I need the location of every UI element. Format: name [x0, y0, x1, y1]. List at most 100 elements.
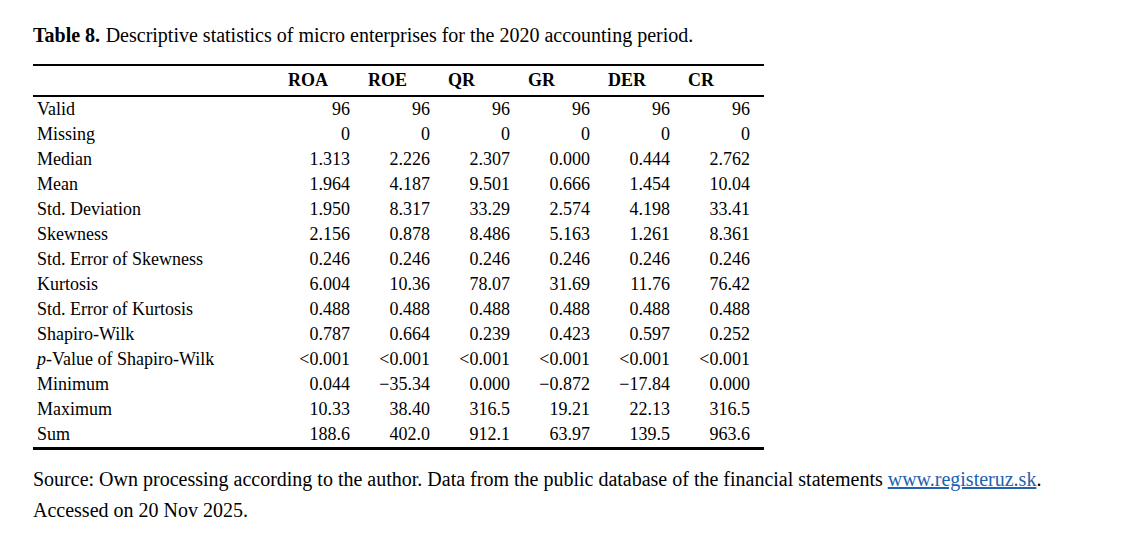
cell-value: −35.34: [364, 372, 444, 397]
cell-value: 10.36: [364, 272, 444, 297]
cell-value: −0.872: [524, 372, 604, 397]
cell-value: 0.664: [364, 322, 444, 347]
table-caption-text: Descriptive statistics of micro enterpri…: [106, 24, 694, 46]
table-row: Median1.3132.2262.3070.0000.4442.762: [33, 147, 764, 172]
row-label: p-Value of Shapiro-Wilk: [33, 347, 284, 372]
cell-value: 4.198: [604, 197, 684, 222]
cell-value: 96: [684, 96, 764, 122]
cell-value: 96: [524, 96, 604, 122]
cell-value: 1.454: [604, 172, 684, 197]
cell-value: 0: [604, 122, 684, 147]
column-header-roe: ROE: [364, 65, 444, 96]
cell-value: −17.84: [604, 372, 684, 397]
cell-value: 0.488: [364, 297, 444, 322]
table-row: Shapiro-Wilk0.7870.6640.2390.4230.5970.2…: [33, 322, 764, 347]
cell-value: 0.000: [444, 372, 524, 397]
cell-value: 33.29: [444, 197, 524, 222]
cell-value: 0.246: [444, 247, 524, 272]
cell-value: 0: [444, 122, 524, 147]
cell-value: 31.69: [524, 272, 604, 297]
cell-value: 19.21: [524, 397, 604, 422]
cell-value: 0.246: [364, 247, 444, 272]
cell-value: 2.307: [444, 147, 524, 172]
cell-value: 33.41: [684, 197, 764, 222]
cell-value: 11.76: [604, 272, 684, 297]
table-body: Valid969696969696Missing000000Median1.31…: [33, 96, 764, 449]
row-label: Sum: [33, 422, 284, 449]
cell-value: 1.950: [284, 197, 364, 222]
cell-value: <0.001: [684, 347, 764, 372]
row-label: Std. Deviation: [33, 197, 284, 222]
table-row: Maximum10.3338.40316.519.2122.13316.5: [33, 397, 764, 422]
descriptive-statistics-table: ROAROEQRGRDERCR Valid969696969696Missing…: [33, 64, 764, 450]
cell-value: 10.04: [684, 172, 764, 197]
cell-value: 0: [284, 122, 364, 147]
row-label: Std. Error of Kurtosis: [33, 297, 284, 322]
table-caption: Table 8.Descriptive statistics of micro …: [33, 22, 1097, 48]
cell-value: 0.666: [524, 172, 604, 197]
cell-value: 63.97: [524, 422, 604, 449]
cell-value: 139.5: [604, 422, 684, 449]
cell-value: 8.486: [444, 222, 524, 247]
cell-value: 1.261: [604, 222, 684, 247]
cell-value: 0.488: [684, 297, 764, 322]
cell-value: 78.07: [444, 272, 524, 297]
table-row: Missing000000: [33, 122, 764, 147]
column-header-der: DER: [604, 65, 684, 96]
cell-value: 38.40: [364, 397, 444, 422]
cell-value: 5.163: [524, 222, 604, 247]
row-label: Std. Error of Skewness: [33, 247, 284, 272]
cell-value: 96: [284, 96, 364, 122]
cell-value: 1.964: [284, 172, 364, 197]
row-label: Median: [33, 147, 284, 172]
table-header: ROAROEQRGRDERCR: [33, 65, 764, 96]
cell-value: 0.246: [524, 247, 604, 272]
cell-value: 188.6: [284, 422, 364, 449]
table-header-row: ROAROEQRGRDERCR: [33, 65, 764, 96]
row-label: Maximum: [33, 397, 284, 422]
table-row: p-Value of Shapiro-Wilk<0.001<0.001<0.00…: [33, 347, 764, 372]
cell-value: 0.044: [284, 372, 364, 397]
row-label: Missing: [33, 122, 284, 147]
cell-value: <0.001: [284, 347, 364, 372]
table-row: Std. Deviation1.9508.31733.292.5744.1983…: [33, 197, 764, 222]
cell-value: 0.597: [604, 322, 684, 347]
column-header-cr: CR: [684, 65, 764, 96]
cell-value: 0: [364, 122, 444, 147]
cell-value: 8.317: [364, 197, 444, 222]
column-header-gr: GR: [524, 65, 604, 96]
cell-value: 0.423: [524, 322, 604, 347]
cell-value: 4.187: [364, 172, 444, 197]
cell-value: 1.313: [284, 147, 364, 172]
table-row: Sum188.6402.0912.163.97139.5963.6: [33, 422, 764, 449]
cell-value: 0.000: [684, 372, 764, 397]
cell-value: 0.444: [604, 147, 684, 172]
cell-value: 0.488: [604, 297, 684, 322]
row-label: Skewness: [33, 222, 284, 247]
cell-value: 9.501: [444, 172, 524, 197]
table-row: Std. Error of Kurtosis0.4880.4880.4880.4…: [33, 297, 764, 322]
table-row: Skewness2.1560.8788.4865.1631.2618.361: [33, 222, 764, 247]
cell-value: 96: [604, 96, 684, 122]
row-label-column-header: [33, 65, 284, 96]
cell-value: 2.226: [364, 147, 444, 172]
table-row: Valid969696969696: [33, 96, 764, 122]
row-label: Minimum: [33, 372, 284, 397]
cell-value: 0.488: [444, 297, 524, 322]
cell-value: 0.488: [284, 297, 364, 322]
row-label: Valid: [33, 96, 284, 122]
cell-value: 963.6: [684, 422, 764, 449]
cell-value: 0.488: [524, 297, 604, 322]
cell-value: 10.33: [284, 397, 364, 422]
cell-value: 0: [684, 122, 764, 147]
table-row: Kurtosis6.00410.3678.0731.6911.7676.42: [33, 272, 764, 297]
cell-value: 0.000: [524, 147, 604, 172]
cell-value: 0.246: [284, 247, 364, 272]
cell-value: <0.001: [444, 347, 524, 372]
cell-value: 22.13: [604, 397, 684, 422]
cell-value: 0.878: [364, 222, 444, 247]
cell-value: 6.004: [284, 272, 364, 297]
source-note: Source: Own processing according to the …: [33, 464, 1103, 526]
table-row: Minimum0.044−35.340.000−0.872−17.840.000: [33, 372, 764, 397]
registeruz-link[interactable]: www.registeruz.sk: [888, 468, 1037, 490]
